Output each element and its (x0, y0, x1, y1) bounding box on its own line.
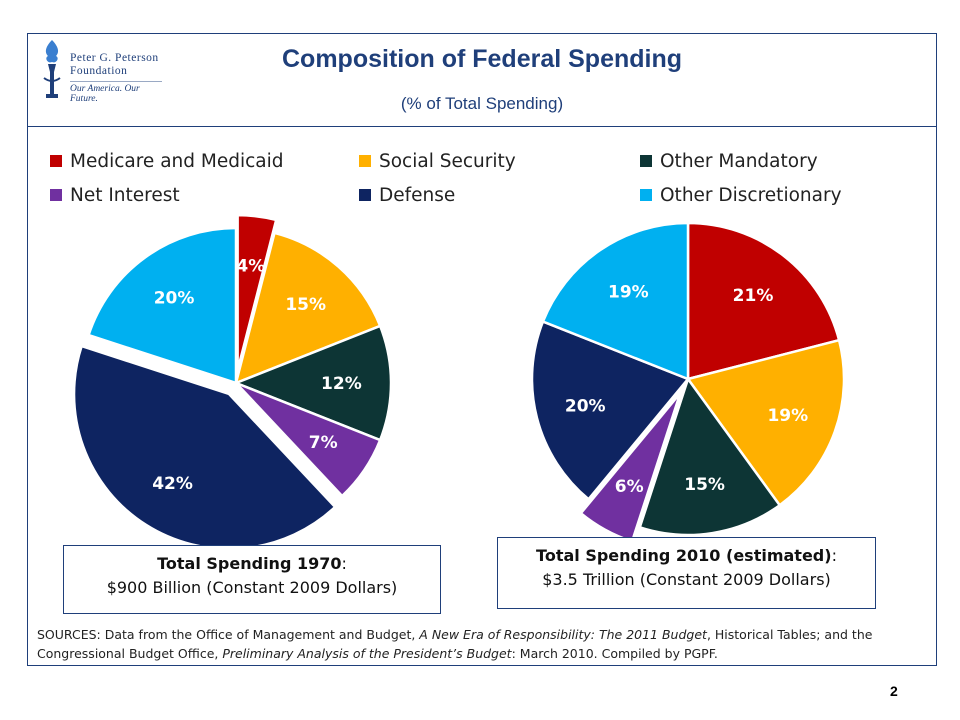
legend-label-other-discretionary: Other Discretionary (660, 184, 842, 206)
pie-1-slice-other-discretionary (541, 221, 690, 381)
sources-middle: , Historical Tables; and the Congression… (37, 627, 873, 661)
pie-1-slice-defense (530, 319, 691, 501)
pie-0-slice-other-mandatory (232, 324, 393, 442)
legend-item-defense: Defense (359, 180, 455, 210)
legend-item-net-interest: Net Interest (50, 180, 180, 210)
pie-0-label-other-discretionary: 20% (154, 289, 195, 309)
total-box-2010: Total Spending 2010 (estimated): $3.5 Tr… (497, 537, 876, 609)
pie-0-label-medicare-and-medicaid: 4% (236, 257, 265, 277)
pie-0-slice-net-interest (235, 381, 382, 498)
pie-0-label-defense: 42% (152, 474, 193, 494)
legend-label-social-security: Social Security (379, 150, 516, 172)
legend-label-medicare-and-medicaid: Medicare and Medicaid (70, 150, 284, 172)
sources-doc1: A New Era of Responsibility: The 2011 Bu… (419, 627, 707, 642)
page-subtitle: (% of Total Spending) (400, 94, 564, 113)
pie-0-label-net-interest: 7% (309, 433, 338, 453)
page-title: Composition of Federal Spending (282, 45, 682, 73)
pie-1-label-social-security: 19% (767, 406, 808, 426)
legend-swatch-defense (359, 189, 371, 201)
sources-note: SOURCES: Data from the Office of Managem… (37, 625, 927, 663)
legend-swatch-other-mandatory (640, 155, 652, 167)
pie-0-slice-social-security (234, 231, 382, 386)
pie-1-label-other-discretionary: 19% (608, 282, 649, 302)
torch-icon (43, 40, 61, 98)
sources-doc2: Preliminary Analysis of the President’s … (222, 646, 512, 661)
pie-0-slice-other-discretionary (87, 226, 238, 385)
pie-1-label-other-mandatory: 15% (684, 475, 725, 495)
page-number: 2 (890, 683, 898, 699)
logo-divider (70, 81, 162, 82)
pie-1-slice-social-security (685, 338, 846, 507)
legend-swatch-social-security (359, 155, 371, 167)
legend-item-social-security: Social Security (359, 146, 516, 176)
total-heading-2010: Total Spending 2010 (estimated) (536, 546, 832, 565)
total-value-2010: $3.5 Trillion (Constant 2009 Dollars) (542, 570, 831, 589)
legend-item-medicare-and-medicaid: Medicare and Medicaid (50, 146, 284, 176)
pie-0-slice-medicare-and-medicaid (236, 213, 278, 371)
total-box-1970: Total Spending 1970: $900 Billion (Const… (63, 545, 441, 614)
legend-swatch-net-interest (50, 189, 62, 201)
logo-tagline: Our America. Our Future. (70, 84, 140, 104)
pie-0-label-other-mandatory: 12% (321, 374, 362, 394)
pie-1-slice-medicare-and-medicaid (686, 221, 841, 381)
pie-1-label-medicare-and-medicaid: 21% (733, 286, 774, 306)
logo-name-line1: Peter G. Peterson (70, 52, 159, 64)
legend-swatch-other-discretionary (640, 189, 652, 201)
legend-item-other-discretionary: Other Discretionary (640, 180, 842, 210)
total-value-1970: $900 Billion (Constant 2009 Dollars) (106, 578, 398, 597)
legend-item-other-mandatory: Other Mandatory (640, 146, 818, 176)
pie-0-label-social-security: 15% (285, 295, 326, 315)
legend-label-other-mandatory: Other Mandatory (660, 150, 818, 172)
pie-1-label-defense: 20% (565, 396, 606, 416)
legend-label-defense: Defense (379, 184, 456, 206)
pie-1-label-net-interest: 6% (615, 477, 644, 497)
total-heading-1970: Total Spending 1970 (157, 554, 342, 573)
pie-0-slice-defense (72, 344, 337, 551)
content-box (27, 127, 937, 666)
logo-name-line2: Foundation (70, 65, 128, 77)
sources-suffix: : March 2010. Compiled by PGPF. (511, 646, 718, 661)
legend-swatch-medicare-and-medicaid (50, 155, 62, 167)
legend-label-net-interest: Net Interest (70, 184, 180, 206)
sources-prefix: SOURCES: Data from the Office of Managem… (37, 627, 420, 642)
peterson-foundation-logo: Peter G. Peterson Foundation Our America… (38, 38, 168, 104)
pie-1-slice-other-mandatory (638, 376, 782, 537)
header-box: Peter G. Peterson Foundation Our America… (27, 33, 937, 127)
chart-legend: Medicare and Medicaid Social Security Othe… (50, 146, 930, 216)
